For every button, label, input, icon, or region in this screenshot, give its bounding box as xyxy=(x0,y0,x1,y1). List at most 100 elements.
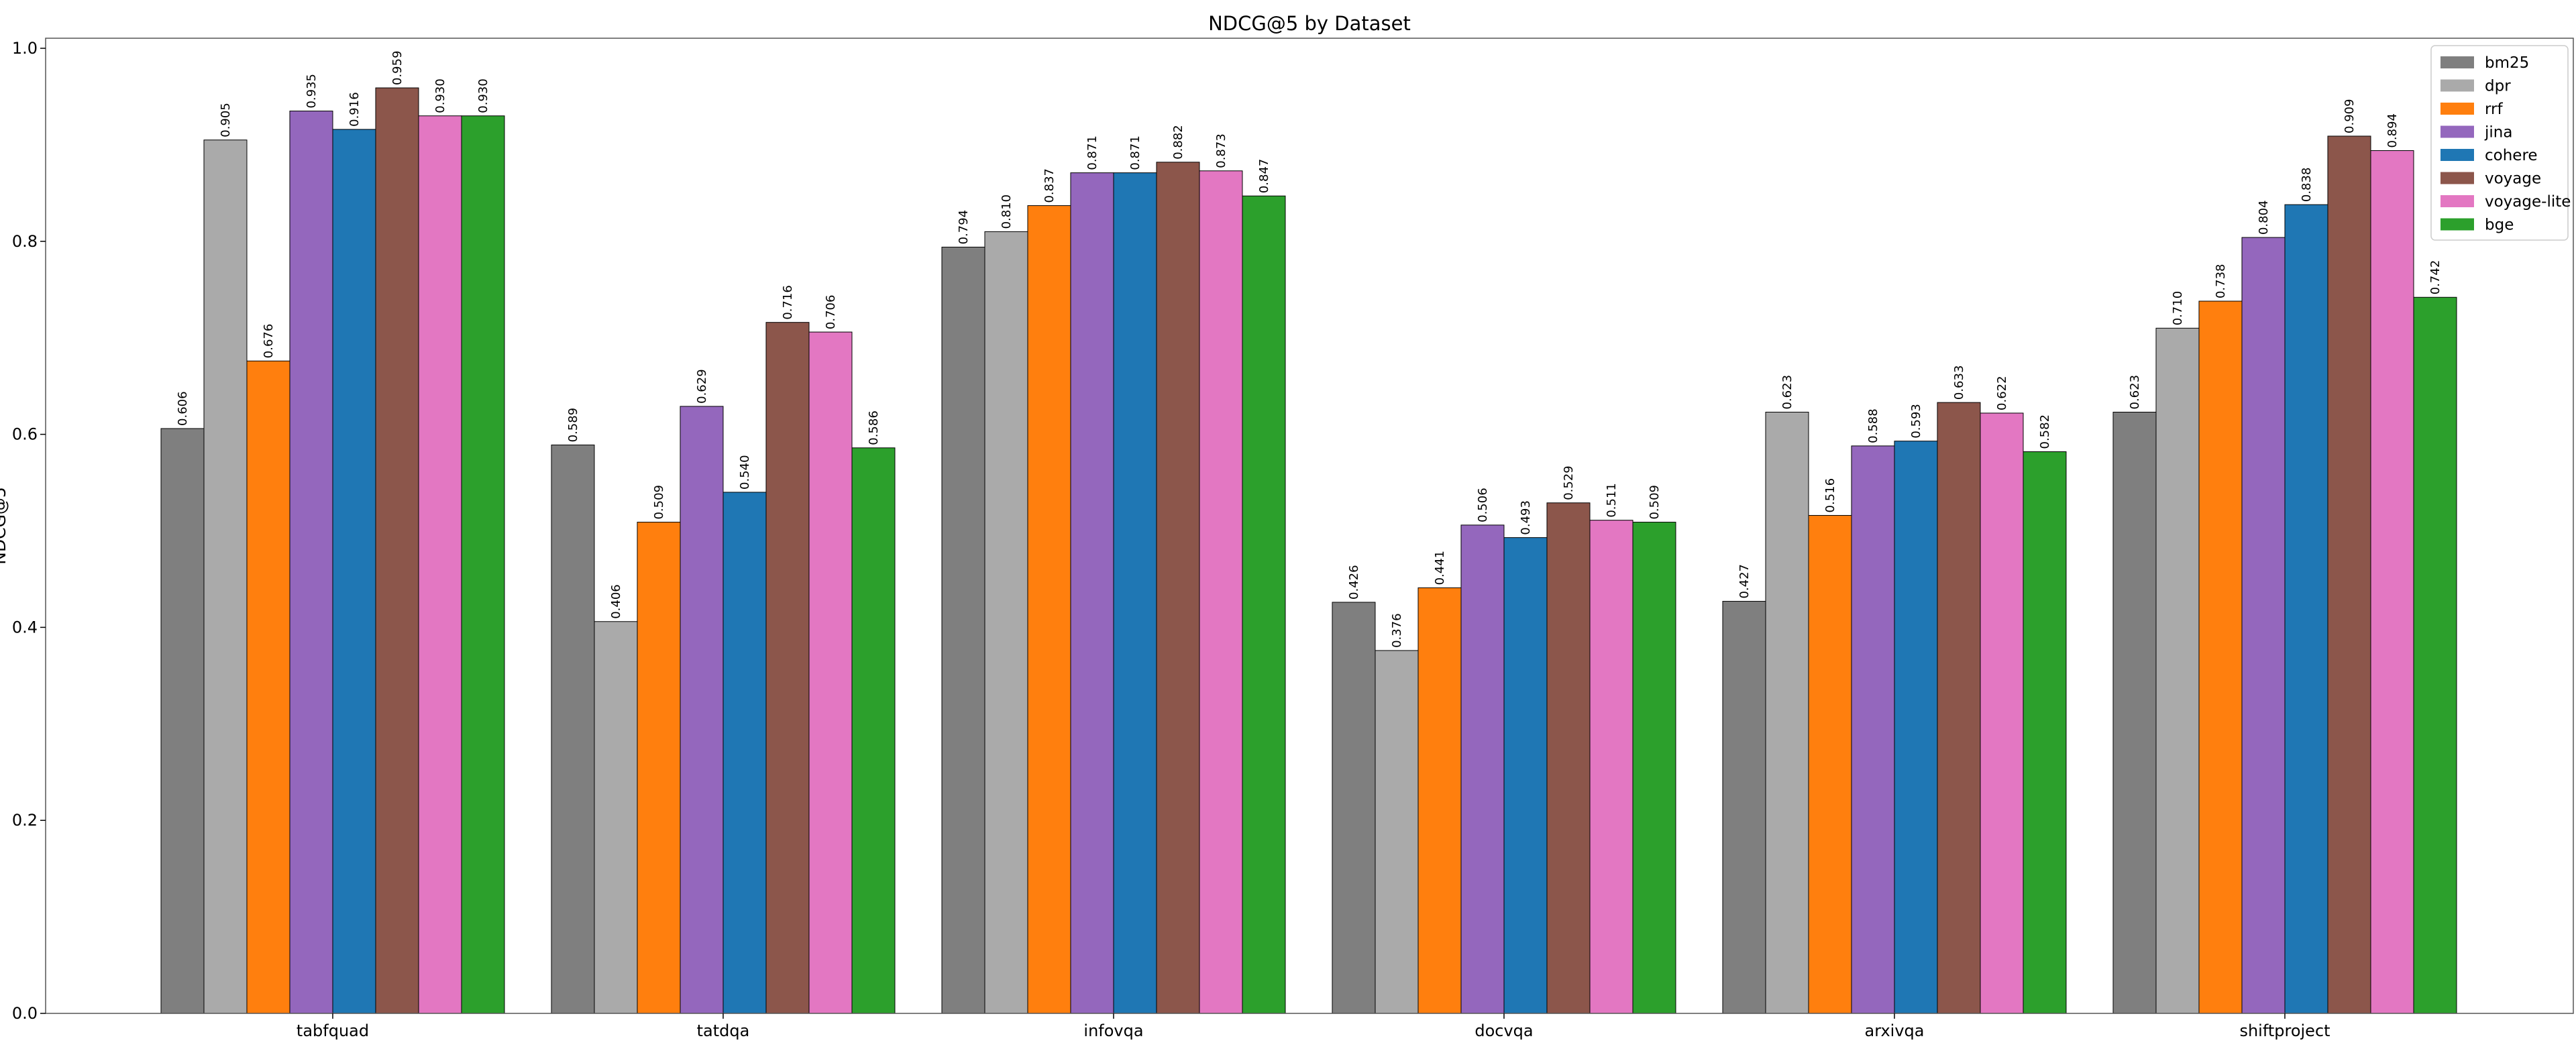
bar-voyage-lite-docvqa xyxy=(1589,520,1633,1014)
legend-label-voyage-lite: voyage-lite xyxy=(2485,193,2571,211)
legend-label-bge: bge xyxy=(2485,217,2514,234)
data-label-jina-docvqa: 0.506 xyxy=(1476,488,1490,522)
bar-voyage-lite-arxivqa xyxy=(1980,412,2024,1014)
data-label-bge-arxivqa: 0.582 xyxy=(2038,414,2052,449)
data-label-dpr-arxivqa: 0.623 xyxy=(1780,375,1794,410)
data-label-bm25-shiftproject: 0.623 xyxy=(2128,375,2142,410)
data-label-bge-shiftproject: 0.742 xyxy=(2428,260,2443,295)
data-label-rrf-tatdqa: 0.509 xyxy=(652,485,666,520)
data-label-jina-infovqa: 0.871 xyxy=(1085,135,1099,170)
bar-dpr-docvqa xyxy=(1375,650,1419,1014)
plot-frame xyxy=(45,38,2574,1014)
data-label-jina-tatdqa: 0.629 xyxy=(695,369,709,404)
data-label-rrf-infovqa: 0.837 xyxy=(1042,168,1057,203)
legend-swatch-voyage-lite xyxy=(2440,195,2474,207)
bar-voyage-lite-tatdqa xyxy=(808,331,853,1014)
legend-swatch-jina xyxy=(2440,125,2474,138)
bar-voyage-docvqa xyxy=(1546,502,1591,1014)
data-label-bge-tatdqa: 0.586 xyxy=(867,410,881,445)
bar-bge-infovqa xyxy=(1242,195,1286,1014)
legend-swatch-bge xyxy=(2440,218,2474,231)
data-label-voyage-lite-infovqa: 0.873 xyxy=(1214,133,1228,168)
data-label-cohere-infovqa: 0.871 xyxy=(1128,135,1142,170)
bar-jina-arxivqa xyxy=(1851,445,1895,1014)
legend-label-cohere: cohere xyxy=(2485,147,2538,164)
y-tick-label: 0.4 xyxy=(12,618,38,636)
legend-label-voyage: voyage xyxy=(2485,170,2541,188)
bar-voyage-arxivqa xyxy=(1937,402,1981,1014)
bar-voyage-tatdqa xyxy=(765,322,810,1014)
axes-layer: 0.0 0.2 0.4 0.6 0.8 1.0 tabfquad tatdqa infovqa d… xyxy=(12,38,2574,1040)
legend: bm25 dpr rrf jina cohere voyage voyage-lite bge xyxy=(2430,45,2571,241)
x-tick-label-docvqa: docvqa xyxy=(1474,1021,1533,1040)
bar-bge-arxivqa xyxy=(2023,451,2067,1014)
value-labels-layer: 0.606 0.905 0.676 0.935 0.916 0.959 0.930 0.930… xyxy=(176,50,2443,647)
data-label-bm25-tabfquad: 0.606 xyxy=(176,391,190,426)
bar-dpr-shiftproject xyxy=(2155,327,2200,1014)
bar-dpr-infovqa xyxy=(984,231,1028,1014)
bar-bm25-shiftproject xyxy=(2112,412,2157,1014)
bar-rrf-docvqa xyxy=(1417,587,1462,1014)
bar-jina-tatdqa xyxy=(680,406,724,1014)
y-tick-label: 0.2 xyxy=(12,811,38,830)
chart-title: NDCG@5 by Dataset xyxy=(1208,12,1411,35)
bar-cohere-shiftproject xyxy=(2284,204,2328,1014)
bar-dpr-tatdqa xyxy=(594,621,638,1014)
y-tick-label: 1.0 xyxy=(12,39,38,58)
bar-rrf-shiftproject xyxy=(2198,300,2243,1014)
bar-rrf-arxivqa xyxy=(1808,514,1852,1014)
bar-jina-infovqa xyxy=(1070,172,1114,1014)
data-label-bm25-arxivqa: 0.427 xyxy=(1737,564,1752,599)
data-label-jina-tabfquad: 0.935 xyxy=(305,74,319,109)
bar-cohere-tabfquad xyxy=(332,129,376,1014)
data-label-cohere-shiftproject: 0.838 xyxy=(2300,168,2314,203)
bar-dpr-tabfquad xyxy=(203,139,248,1014)
legend-label-bm25: bm25 xyxy=(2485,54,2529,72)
data-label-voyage-lite-tatdqa: 0.706 xyxy=(824,295,838,330)
data-label-dpr-docvqa: 0.376 xyxy=(1390,613,1404,648)
data-label-voyage-docvqa: 0.529 xyxy=(1562,465,1576,500)
data-label-rrf-tabfquad: 0.676 xyxy=(262,324,276,359)
y-tick-label: 0.8 xyxy=(12,232,38,251)
data-label-dpr-tabfquad: 0.905 xyxy=(219,103,233,137)
x-tick-label-infovqa: infovqa xyxy=(1083,1021,1143,1040)
bar-bge-tabfquad xyxy=(461,115,505,1014)
y-axis-label: NDCG@5 xyxy=(0,487,9,565)
bar-voyage-lite-shiftproject xyxy=(2370,150,2414,1014)
legend-swatch-voyage xyxy=(2440,172,2474,184)
x-tick-label-shiftproject: shiftproject xyxy=(2239,1021,2330,1040)
x-tick-label-tabfquad: tabfquad xyxy=(297,1021,369,1040)
data-label-jina-arxivqa: 0.588 xyxy=(1866,408,1880,443)
legend-label-rrf: rrf xyxy=(2485,101,2504,118)
bar-bm25-docvqa xyxy=(1332,602,1376,1014)
y-tick-label: 0.6 xyxy=(12,425,38,444)
bar-voyage-lite-infovqa xyxy=(1199,170,1243,1014)
data-label-dpr-shiftproject: 0.710 xyxy=(2171,291,2185,326)
data-label-bm25-docvqa: 0.426 xyxy=(1347,565,1361,600)
bar-rrf-tatdqa xyxy=(637,522,681,1014)
legend-swatch-bm25 xyxy=(2440,56,2474,68)
bar-cohere-infovqa xyxy=(1113,172,1157,1014)
data-label-cohere-tatdqa: 0.540 xyxy=(738,455,752,490)
data-label-bge-infovqa: 0.847 xyxy=(1257,159,1271,194)
bar-bm25-tabfquad xyxy=(160,428,205,1014)
data-label-voyage-tabfquad: 0.959 xyxy=(390,50,405,85)
bar-bm25-arxivqa xyxy=(1722,601,1766,1014)
bar-cohere-arxivqa xyxy=(1894,441,1938,1014)
bar-jina-docvqa xyxy=(1460,524,1505,1014)
x-tick-label-tatdqa: tatdqa xyxy=(697,1021,750,1040)
bar-rrf-infovqa xyxy=(1027,205,1071,1014)
data-label-cohere-arxivqa: 0.593 xyxy=(1909,404,1923,439)
data-label-dpr-tatdqa: 0.406 xyxy=(609,584,623,619)
bar-voyage-lite-tabfquad xyxy=(418,115,462,1014)
bar-dpr-arxivqa xyxy=(1765,412,1809,1014)
data-label-jina-shiftproject: 0.804 xyxy=(2257,201,2271,235)
data-label-rrf-docvqa: 0.441 xyxy=(1433,551,1447,585)
bar-bge-tatdqa xyxy=(851,447,896,1014)
data-label-voyage-lite-docvqa: 0.511 xyxy=(1605,483,1619,518)
data-label-voyage-lite-tabfquad: 0.930 xyxy=(433,78,447,113)
data-label-voyage-tatdqa: 0.716 xyxy=(781,285,795,320)
bar-voyage-tabfquad xyxy=(375,87,419,1014)
